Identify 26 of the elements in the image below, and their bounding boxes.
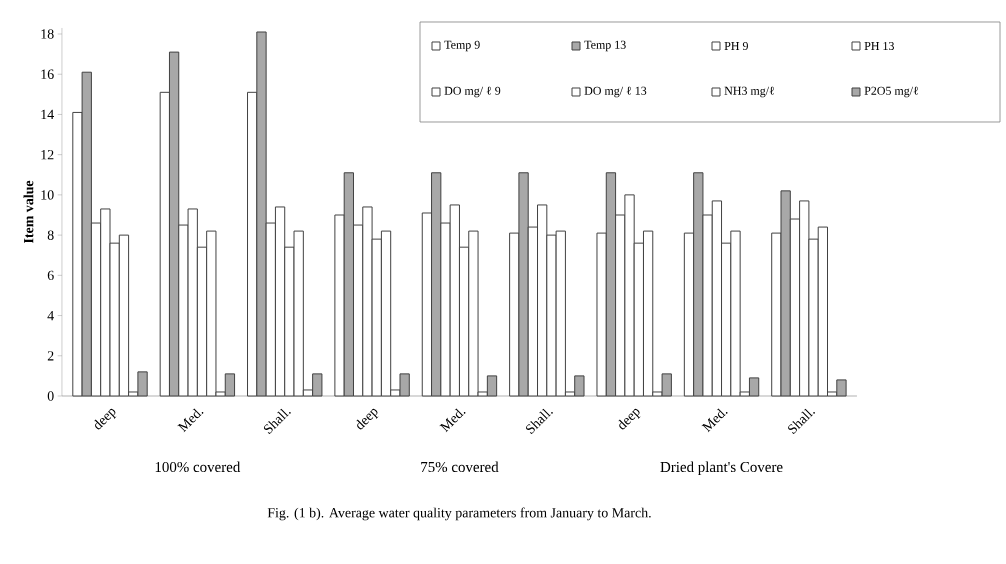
y-tick-label: 12 — [41, 150, 54, 160]
y-tick-label: 18 — [41, 29, 54, 39]
legend-label: PH 9 — [724, 41, 748, 50]
legend-label: DO mg/ ℓ 13 — [584, 86, 647, 98]
y-tick-label: 6 — [47, 270, 54, 281]
y-tick-label: 14 — [41, 109, 54, 120]
x-tick-label: deep — [618, 408, 641, 430]
y-tick-label: 8 — [47, 230, 54, 240]
text: 75% covered — [421, 461, 499, 473]
x-tick-label: deep — [94, 408, 117, 430]
x-tick-label: deep — [356, 408, 379, 430]
legend-label: Temp 9 — [444, 40, 480, 52]
y-tick-label: 2 — [47, 351, 54, 361]
y-tick-label: 4 — [47, 310, 54, 321]
legend-label: Temp 13 — [584, 40, 626, 52]
y-tick-label: 0 — [47, 391, 54, 401]
legend-label: PH 13 — [864, 41, 894, 50]
text: 100% covered — [155, 461, 241, 473]
text: Fig. (1 b). Average water quality parameters from January to March. — [267, 507, 651, 521]
legend-label: DO mg/ ℓ 9 — [444, 86, 501, 98]
legend-label: P2O5 mg/ℓ — [864, 86, 919, 98]
legend-label: NH3 mg/ℓ — [724, 86, 775, 98]
text: Dried plant's Covere — [660, 461, 783, 476]
y-tick-label: 16 — [41, 69, 54, 79]
y-axis-title: Item value — [23, 180, 34, 244]
y-tick-label: 10 — [41, 190, 54, 200]
